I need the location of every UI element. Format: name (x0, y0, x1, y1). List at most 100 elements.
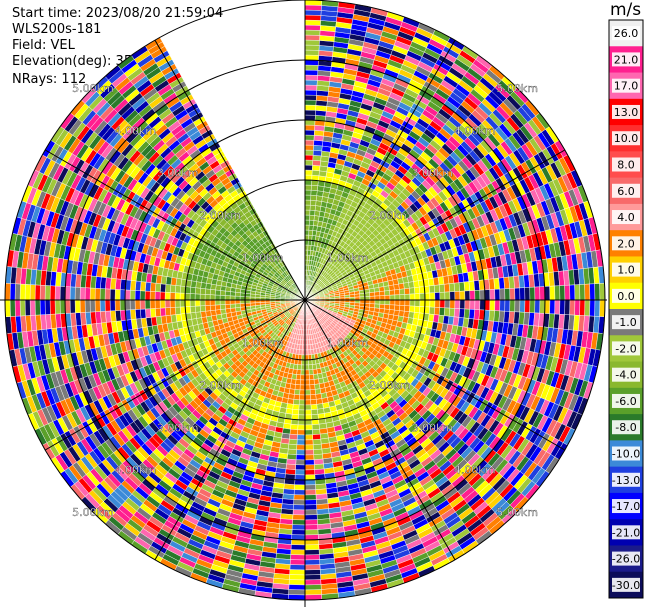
ppi-gate-cell (313, 145, 323, 152)
ppi-gate-cell (304, 409, 312, 416)
ppi-gate-cell (379, 295, 386, 301)
ppi-gate-cell (312, 428, 321, 436)
ppi-gate-cell (292, 404, 300, 411)
ppi-gate-cell (307, 344, 311, 351)
field-label: Field: VEL (12, 38, 75, 53)
ppi-gate-cell (304, 534, 319, 541)
ppi-gate-cell (286, 458, 297, 465)
ppi-gate-cell (311, 169, 320, 177)
ppi-gate-cell (364, 296, 371, 301)
ppi-gate-cell (304, 134, 315, 141)
ppi-gate-cell (554, 285, 561, 301)
ppi-gate-cell (296, 434, 306, 441)
ppi-gate-cell (453, 282, 460, 292)
ppi-gate-cell (304, 439, 314, 446)
ppi-gate-cell (479, 289, 486, 301)
ppi-gate-cell (458, 308, 465, 319)
ppi-gate-cell (304, 9, 322, 16)
ppi-gate-cell (307, 354, 312, 361)
ppi-gate-cell (294, 389, 301, 396)
ppi-gate-cell (304, 514, 318, 521)
ppi-gate-cell (369, 299, 376, 305)
ppi-gate-cell (254, 302, 261, 306)
ppi-gate-cell (534, 286, 541, 301)
ppi-gate-cell (469, 299, 476, 310)
ppi-gate-cell (194, 305, 201, 313)
ppi-gate-cell (304, 19, 321, 26)
ppi-gate-cell (294, 469, 306, 476)
ppi-gate-cell (169, 307, 177, 316)
ppi-gate-cell (574, 284, 581, 301)
ppi-gate-cell (569, 284, 576, 301)
ppi-gate-cell (312, 155, 322, 162)
ppi-gate-cell (293, 394, 300, 401)
ppi-gate-cell (304, 454, 315, 461)
ppi-gate-cell (304, 509, 318, 516)
ppi-gate-cell (289, 569, 306, 576)
ppi-gate-cell (414, 293, 421, 301)
ppi-gate-cell (434, 292, 441, 301)
ppi-gate-cell (409, 299, 416, 307)
ppi-gate-cell (389, 299, 396, 306)
ppi-gate-cell (404, 299, 411, 307)
ppi-gate-cell (414, 305, 421, 314)
ppi-gate-cell (295, 464, 306, 471)
ppi-gate-cell (312, 438, 322, 445)
ppi-gate-cell (364, 299, 371, 304)
ppi-gate-cell (225, 308, 232, 314)
ppi-gate-cell (539, 286, 546, 301)
ppi-gate-cell (439, 291, 446, 301)
ppi-gate-cell (304, 4, 322, 11)
ppi-gate-cell (434, 299, 441, 308)
ppi-gate-cell (433, 284, 441, 293)
nrays-label: NRays: 112 (12, 72, 87, 87)
ppi-gate-cell (220, 308, 227, 315)
ppi-gate-cell (301, 359, 306, 366)
ppi-gate-cell (428, 285, 436, 294)
ppi-gate-cell (463, 281, 470, 292)
ppi-gate-cell (289, 574, 306, 581)
ppi-gate-cell (288, 393, 295, 400)
ppi-gate-cell (399, 299, 406, 306)
ppi-gate-cell (388, 284, 395, 291)
ppi-gate-cell (379, 299, 386, 305)
ppi-gate-cell (304, 64, 319, 71)
ppi-gate-cell (409, 293, 416, 301)
ppi-gate-cell (443, 283, 450, 293)
ppi-gate-cell (494, 299, 501, 312)
ppi-gate-cell (514, 299, 521, 313)
ppi-gate-cell (219, 304, 226, 310)
ppi-gate-cell (239, 299, 246, 304)
ppi-gate-cell (304, 574, 321, 581)
ppi-gate-cell (369, 295, 376, 301)
ppi-gate-cell (288, 584, 306, 591)
ppi-gate-cell (160, 307, 167, 317)
ppi-gate-cell (309, 204, 316, 211)
ppi-gate-cell (438, 307, 445, 316)
ppi-gate-cell (155, 307, 162, 318)
ppi-gate-cell (294, 384, 301, 391)
ppi-gate-cell (304, 484, 316, 491)
ppi-gate-cell (289, 559, 306, 566)
ppi-gate-cell (304, 559, 321, 566)
ppi-gate-cell (293, 499, 306, 506)
ppi-gate-cell (419, 293, 426, 301)
ppi-gate-cell (304, 569, 321, 576)
ppi-gate-cell (554, 299, 561, 315)
ppi-gate-cell (314, 383, 321, 390)
ppi-gate-cell (453, 308, 460, 318)
ppi-gate-cell (449, 299, 456, 309)
ppi-gate-cell (313, 448, 323, 455)
ppi-gate-cell (304, 564, 321, 571)
ppi-gate-cell (559, 299, 566, 315)
ppi-gate-cell (459, 299, 466, 310)
ppi-gate-cell (428, 306, 436, 315)
ppi-gate-cell (549, 299, 556, 315)
ppi-gate-cell (378, 286, 385, 292)
ppi-gate-cell (249, 302, 256, 307)
ppi-gate-cell (559, 285, 566, 301)
ppi-gate-cell (304, 169, 313, 176)
ppi-gate-cell (574, 299, 581, 316)
ppi-gate-cell (584, 283, 591, 301)
ppi-gate-cell (419, 299, 426, 307)
